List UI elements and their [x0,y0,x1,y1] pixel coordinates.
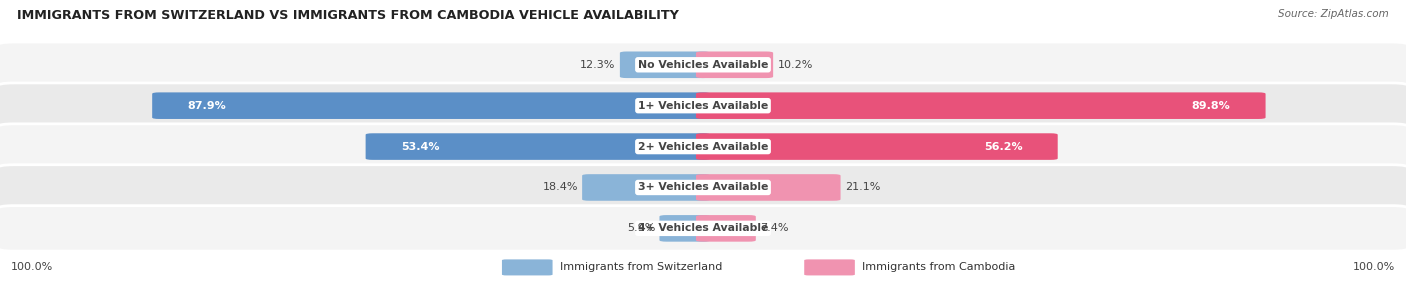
Text: 3+ Vehicles Available: 3+ Vehicles Available [638,182,768,192]
FancyBboxPatch shape [696,51,773,78]
FancyBboxPatch shape [0,206,1406,251]
FancyBboxPatch shape [0,124,1406,169]
FancyBboxPatch shape [152,92,710,119]
Text: 100.0%: 100.0% [11,263,53,272]
Text: 2+ Vehicles Available: 2+ Vehicles Available [638,142,768,152]
FancyBboxPatch shape [0,83,1406,128]
Text: 4+ Vehicles Available: 4+ Vehicles Available [638,223,768,233]
FancyBboxPatch shape [696,215,756,242]
FancyBboxPatch shape [582,174,710,201]
Text: 21.1%: 21.1% [845,182,880,192]
Text: 53.4%: 53.4% [401,142,439,152]
Text: 18.4%: 18.4% [543,182,578,192]
FancyBboxPatch shape [620,51,710,78]
Text: 7.4%: 7.4% [761,223,789,233]
FancyBboxPatch shape [696,174,841,201]
FancyBboxPatch shape [696,92,1265,119]
FancyBboxPatch shape [366,133,710,160]
FancyBboxPatch shape [502,259,553,275]
FancyBboxPatch shape [0,165,1406,210]
Text: Immigrants from Cambodia: Immigrants from Cambodia [862,263,1015,272]
Text: Immigrants from Switzerland: Immigrants from Switzerland [560,263,721,272]
FancyBboxPatch shape [659,215,710,242]
FancyBboxPatch shape [696,133,1057,160]
Text: 1+ Vehicles Available: 1+ Vehicles Available [638,101,768,111]
Text: 56.2%: 56.2% [984,142,1022,152]
FancyBboxPatch shape [804,259,855,275]
Text: 5.9%: 5.9% [627,223,655,233]
Text: IMMIGRANTS FROM SWITZERLAND VS IMMIGRANTS FROM CAMBODIA VEHICLE AVAILABILITY: IMMIGRANTS FROM SWITZERLAND VS IMMIGRANT… [17,9,679,21]
FancyBboxPatch shape [0,42,1406,88]
Text: 12.3%: 12.3% [581,60,616,70]
Text: Source: ZipAtlas.com: Source: ZipAtlas.com [1278,9,1389,19]
Text: 10.2%: 10.2% [778,60,813,70]
Text: No Vehicles Available: No Vehicles Available [638,60,768,70]
Text: 100.0%: 100.0% [1353,263,1395,272]
Text: 89.8%: 89.8% [1192,101,1230,111]
Text: 87.9%: 87.9% [187,101,226,111]
